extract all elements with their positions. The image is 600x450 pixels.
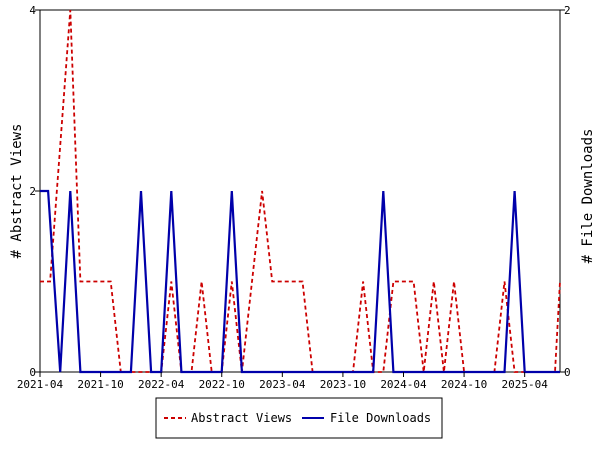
x-tick-label: 2021-10 (77, 378, 123, 391)
x-tick-label: 2025-04 (501, 378, 548, 391)
x-tick-label: 2022-10 (199, 378, 245, 391)
x-tick-label: 2024-10 (441, 378, 487, 391)
ticks-layer: 2021-04 2021-10 2022-04 2022-10 2023-04 2023-… (17, 4, 571, 391)
series-layer (40, 9, 561, 374)
y-left-tick-label: 2 (29, 185, 36, 198)
plot-border (39, 9, 561, 373)
y-right-tick-label: 2 (564, 4, 571, 17)
x-tick-label: 2022-04 (138, 378, 185, 391)
y-left-tick-label: 0 (29, 366, 36, 379)
y-left-tick-label: 4 (29, 4, 36, 17)
x-tick-label: 2023-04 (259, 378, 306, 391)
legend-label-abstract-views: Abstract Views (191, 411, 292, 425)
plot-area (39, 9, 561, 373)
legend-label-file-downloads: File Downloads (330, 411, 431, 425)
y-right-tick-label: 0 (564, 366, 571, 379)
left-axis-title: # Abstract Views (9, 124, 25, 259)
legend: Abstract Views File Downloads (155, 397, 443, 439)
right-axis-title: # File Downloads (580, 129, 596, 264)
series-line-file-downloads (40, 189, 560, 374)
x-tick-label: 2023-10 (320, 378, 366, 391)
legend-box (155, 397, 443, 439)
x-tick-label: 2021-04 (17, 378, 64, 391)
x-tick-label: 2024-04 (380, 378, 427, 391)
